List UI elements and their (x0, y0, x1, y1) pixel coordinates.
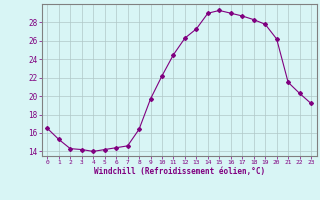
X-axis label: Windchill (Refroidissement éolien,°C): Windchill (Refroidissement éolien,°C) (94, 167, 265, 176)
